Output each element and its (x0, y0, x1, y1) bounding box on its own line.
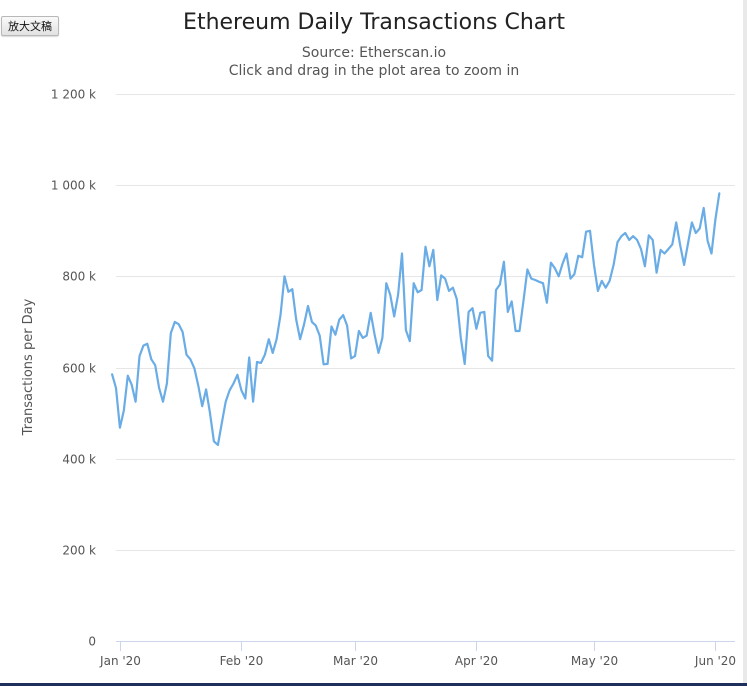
series-layer (110, 192, 721, 447)
y-axis-title: Transactions per Day (21, 298, 36, 436)
window-frame-bottom (0, 683, 747, 686)
y-axis-ticks: 0 200 k 400 k 600 k 800 k 1 000 k 1 200 k (51, 88, 96, 649)
chart-subtitle-source: Source: Etherscan.io (302, 45, 446, 61)
chart-subtitle-zoom-hint: Click and drag in the plot area to zoom … (229, 63, 520, 79)
y-tick-label: 0 (88, 635, 96, 649)
series-line-daily-transactions (110, 192, 721, 447)
x-tick-label: Jun '20 (694, 654, 736, 668)
y-tick-label: 600 k (62, 362, 96, 376)
x-tick-label: May '20 (571, 654, 618, 668)
y-tick-label: 800 k (62, 270, 96, 284)
x-axis: Jan '20 Feb '20 Mar '20 Apr '20 May '20 Jun '… (99, 641, 736, 668)
y-tick-label: 1 000 k (51, 179, 96, 193)
y-tick-label: 200 k (62, 544, 96, 558)
x-tick-label: Jan '20 (99, 654, 141, 668)
window-frame-right (743, 0, 747, 686)
zoom-document-button[interactable]: 放大文稿 (1, 16, 59, 36)
grid-lines (116, 94, 735, 551)
x-tick-label: Apr '20 (455, 654, 498, 668)
y-tick-label: 1 200 k (51, 88, 96, 102)
chart-title: Ethereum Daily Transactions Chart (183, 10, 565, 35)
x-tick-label: Mar '20 (333, 654, 378, 668)
x-tick-label: Feb '20 (220, 654, 264, 668)
y-tick-label: 400 k (62, 453, 96, 467)
